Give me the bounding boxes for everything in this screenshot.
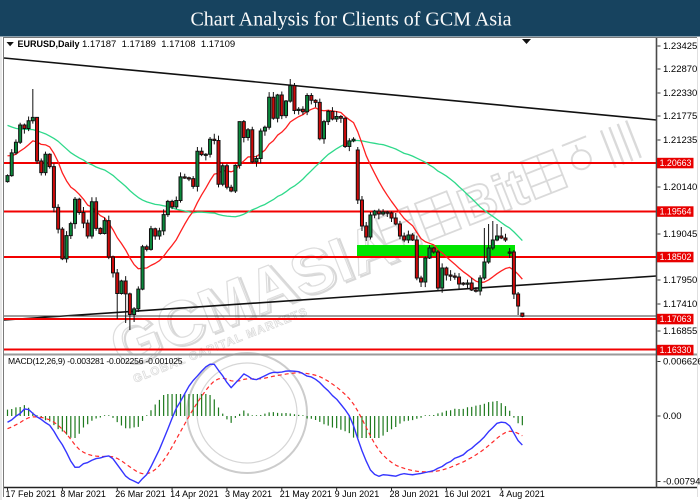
svg-text:17 Feb 2021: 17 Feb 2021 (6, 489, 57, 499)
svg-text:1.23425: 1.23425 (663, 41, 697, 52)
svg-text:1.19564: 1.19564 (660, 207, 692, 217)
svg-text:-0.007946: -0.007946 (663, 477, 700, 488)
svg-text:1.21775: 1.21775 (663, 111, 697, 122)
svg-text:0.00: 0.00 (663, 411, 682, 422)
svg-text:28 Jun 2021: 28 Jun 2021 (390, 489, 440, 499)
svg-text:1.22330: 1.22330 (663, 88, 697, 99)
svg-text:MACD(12,26,9) -0.003281 -0.002: MACD(12,26,9) -0.003281 -0.002256 -0.001… (8, 356, 183, 366)
svg-text:1.18502: 1.18502 (660, 252, 692, 262)
svg-text:26 Mar 2021: 26 Mar 2021 (115, 489, 166, 499)
svg-text:1.20140: 1.20140 (663, 182, 697, 193)
svg-text:1.19045: 1.19045 (663, 229, 697, 240)
svg-text:1.20663: 1.20663 (660, 158, 692, 168)
svg-text:1.17063: 1.17063 (660, 314, 692, 324)
svg-text:1.16855: 1.16855 (663, 326, 697, 337)
svg-text:1.21235: 1.21235 (663, 135, 697, 146)
svg-text:1.16330: 1.16330 (660, 345, 692, 355)
svg-text:16 Jul 2021: 16 Jul 2021 (444, 489, 491, 499)
svg-text:1.17187 1.17189 1.17108 1.1: 1.17187 1.17189 1.17108 1.17109 (82, 39, 235, 50)
svg-text:EURUSD,Daily: EURUSD,Daily (18, 39, 80, 49)
svg-text:1.17410: 1.17410 (663, 299, 697, 310)
svg-text:14 Apr 2021: 14 Apr 2021 (170, 489, 219, 499)
svg-text:1.22870: 1.22870 (663, 64, 697, 75)
svg-text:0.006626: 0.006626 (663, 357, 700, 368)
svg-text:1.17950: 1.17950 (663, 275, 697, 286)
svg-text:Chart Analysis for Clients of: Chart Analysis for Clients of GCM Asia (190, 9, 511, 31)
svg-text:21 May 2021: 21 May 2021 (280, 489, 332, 499)
svg-text:8 Mar 2021: 8 Mar 2021 (60, 489, 106, 499)
svg-text:9 Jun 2021: 9 Jun 2021 (335, 489, 380, 499)
svg-text:4 Aug 2021: 4 Aug 2021 (499, 489, 545, 499)
svg-text:3 May 2021: 3 May 2021 (225, 489, 272, 499)
